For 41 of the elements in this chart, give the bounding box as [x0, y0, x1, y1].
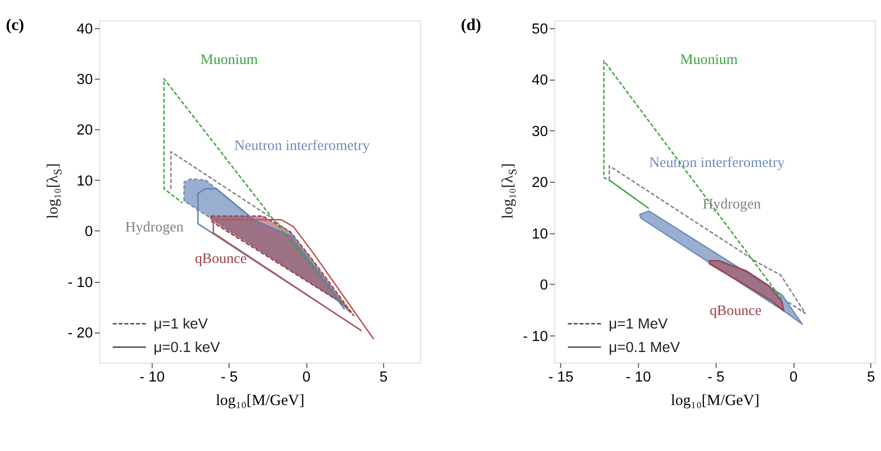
annotation: μ=0.1 keV [154, 340, 220, 356]
y-tick-label: 20 [76, 122, 93, 139]
x-tick-label: 5 [866, 370, 876, 386]
y-tick-label: 10 [76, 173, 93, 190]
y-tick-label: 40 [76, 21, 93, 38]
y-tick-label: - 10 [522, 328, 548, 345]
y-axis-title: log₁₀[λS] [44, 163, 64, 219]
x-tick-label: 5 [379, 370, 388, 386]
y-tick-label: - 20 [68, 326, 93, 342]
text: Neutron interferometry [649, 155, 786, 172]
y-tick-label: 40 [532, 72, 548, 89]
y-tick-label: 30 [532, 124, 548, 140]
y-axis-title: log₁₀[λS] [499, 163, 520, 219]
y-tick-label: 30 [76, 72, 93, 88]
text: Hydrogen [125, 219, 184, 236]
x-tick-label: - 5 [220, 370, 238, 386]
series-label: Hydrogen [702, 196, 762, 213]
x-tick-label: 0 [789, 370, 798, 386]
y-tick-label: - 10 [68, 274, 93, 291]
x-axis-title: log₁₀[M/GeV] [670, 392, 760, 409]
y-tick-label: 20 [532, 175, 548, 192]
chart-title: (c) [6, 15, 24, 34]
y-tick-label: 50 [532, 21, 548, 38]
x-tick-label: - 10 [626, 370, 652, 386]
x-tick-label: - 15 [548, 370, 574, 386]
text: Neutron interferometry [234, 138, 371, 154]
x-tick-label: - 5 [707, 370, 724, 386]
annotation: μ=1 MeV [608, 316, 668, 333]
series-label: qBounce [710, 303, 762, 320]
y-tick-label: 10 [532, 226, 548, 242]
annotation: μ=0.1 MeV [608, 340, 680, 356]
x-tick-label: - 10 [140, 370, 165, 386]
text: Muonium [680, 52, 738, 68]
x-axis-title: log₁₀[M/GeV] [216, 392, 304, 409]
text: Muonium [200, 52, 259, 68]
chart-title: (d) [460, 15, 482, 34]
series-label: qBounce [194, 250, 247, 267]
y-tick-label: 0 [540, 278, 548, 294]
annotation: μ=1 keV [154, 316, 208, 333]
x-tick-label: 0 [302, 370, 310, 386]
y-tick-label: 0 [84, 224, 93, 240]
